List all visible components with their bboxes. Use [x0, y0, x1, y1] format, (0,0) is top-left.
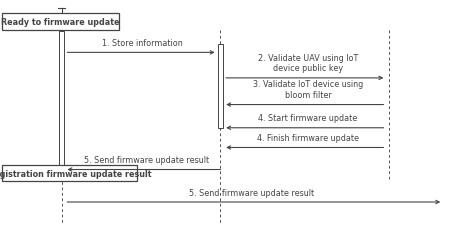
Bar	[218, 45, 223, 128]
Bar	[59, 32, 64, 177]
Text: 3. Validate IoT device using
bloom filter: 3. Validate IoT device using bloom filte…	[253, 80, 363, 99]
Text: 5. Send firmware update result: 5. Send firmware update result	[189, 188, 314, 197]
Text: Registration firmware update result: Registration firmware update result	[0, 169, 152, 178]
Text: 5. Send firmware update result: 5. Send firmware update result	[84, 155, 210, 164]
Bar	[2, 14, 118, 31]
Text: 1. Store information: 1. Store information	[102, 38, 182, 47]
Text: 4. Start firmware update: 4. Start firmware update	[258, 114, 358, 123]
Bar	[2, 166, 137, 181]
Text: Ready to firmware update: Ready to firmware update	[1, 18, 119, 27]
Text: 2. Validate UAV using IoT
device public key: 2. Validate UAV using IoT device public …	[258, 53, 358, 73]
Text: 4. Finish firmware update: 4. Finish firmware update	[257, 134, 359, 143]
